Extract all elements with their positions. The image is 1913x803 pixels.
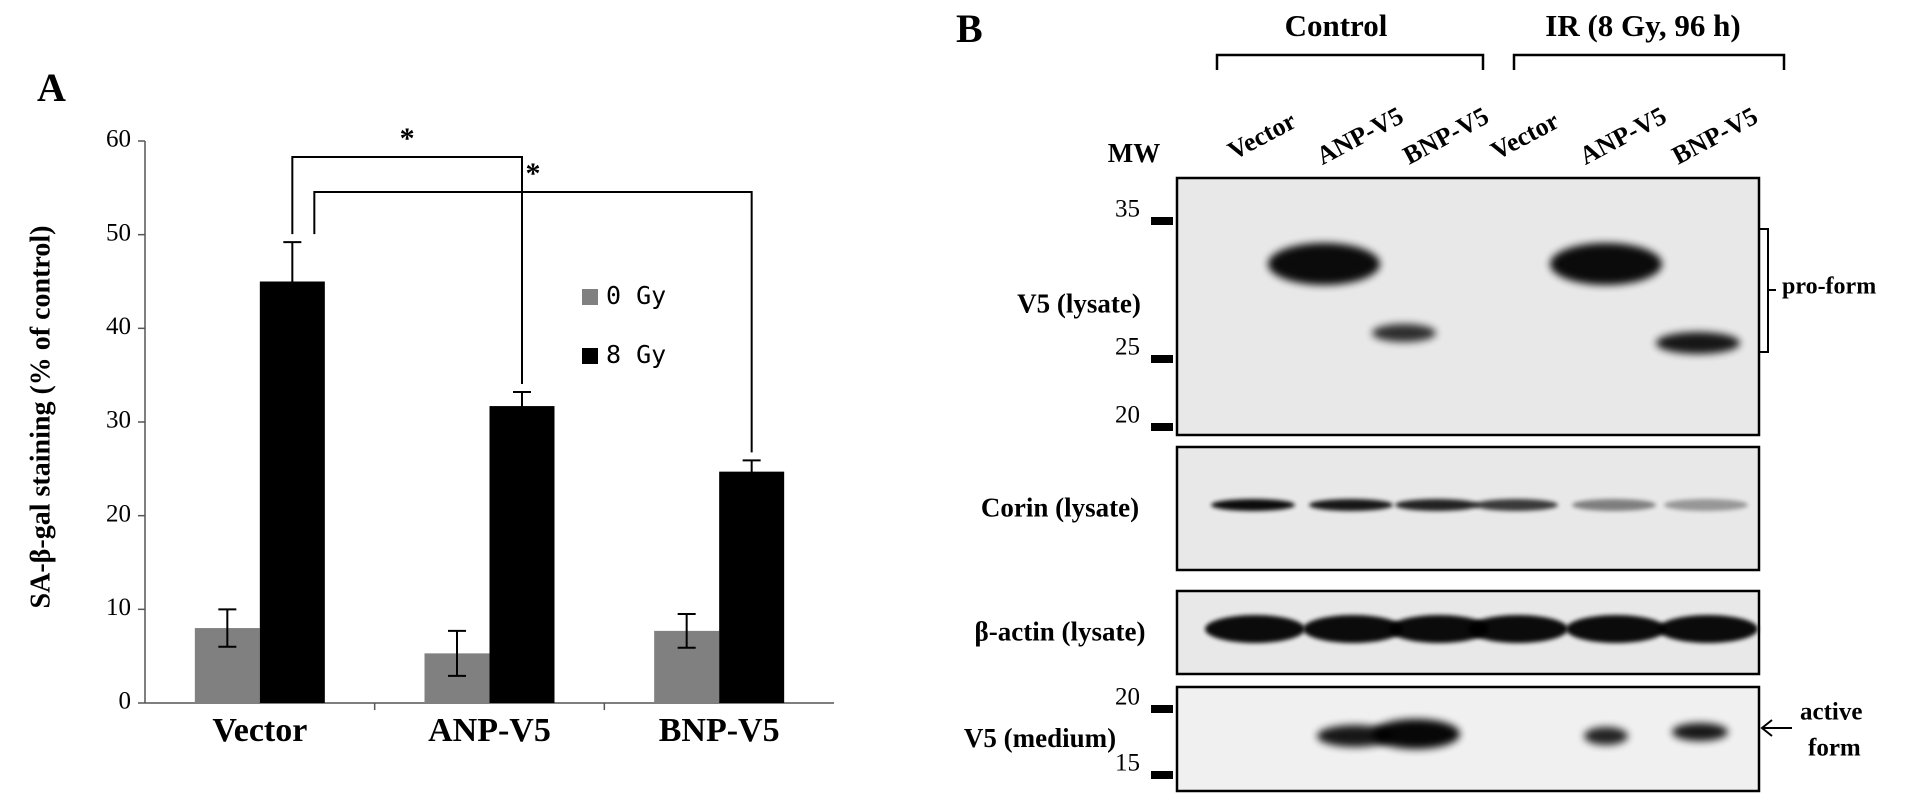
active-form-label: active: [1800, 699, 1862, 726]
band: [1372, 719, 1460, 749]
error-bar: [677, 613, 696, 649]
y-tick-label: 30: [106, 407, 131, 434]
band: [1672, 723, 1728, 741]
x-tick-label: Vector: [212, 712, 307, 749]
significance-label: *: [400, 122, 415, 155]
legend-swatch: [582, 348, 598, 364]
significance-bracket: [313, 191, 753, 453]
band: [1211, 499, 1295, 511]
mw-marker-label: 20: [1115, 402, 1140, 429]
error-bar: [283, 241, 302, 322]
lane-label: ANP-V5: [1312, 101, 1409, 171]
y-tick-label: 10: [106, 594, 131, 621]
bar: [259, 281, 325, 703]
mw-marker-tick: [1151, 771, 1173, 779]
y-tick-label: 40: [106, 313, 131, 340]
band: [1664, 499, 1748, 511]
band: [1566, 615, 1666, 643]
x-tick-label: ANP-V5: [428, 712, 551, 749]
active-form-arrow: [1760, 719, 1792, 737]
mw-marker-tick: [1151, 217, 1173, 225]
band: [1205, 615, 1305, 643]
blot-label: Corin (lysate): [981, 493, 1139, 523]
mw-marker-label: 20: [1115, 684, 1140, 711]
mw-marker-tick: [1151, 705, 1173, 713]
error-bar: [513, 391, 531, 422]
panel-label: B: [956, 6, 983, 51]
bar-chart: 0 10 20 30 40 50 60 Vector ANP-V5 BNP-V5 0 Gy 8 Gy *…: [106, 122, 834, 749]
mw-marker-label: 15: [1115, 750, 1140, 777]
band: [1372, 324, 1436, 342]
group-bracket: [1215, 53, 1485, 70]
bar: [719, 471, 785, 703]
legend-swatch: [582, 289, 598, 305]
lane-label: BNP-V5: [1667, 101, 1762, 170]
y-tick-label: 20: [106, 500, 131, 527]
band: [1584, 727, 1628, 745]
mw-marker-label: 25: [1115, 334, 1140, 361]
blot-label: V5 (medium): [964, 723, 1116, 753]
pro-form-label: pro-form: [1782, 274, 1876, 300]
significance-label: *: [526, 157, 541, 190]
y-tick-label: 60: [106, 126, 131, 153]
lane-label: BNP-V5: [1398, 101, 1493, 170]
lane-label: ANP-V5: [1575, 101, 1672, 171]
mw-label: MW: [1108, 138, 1160, 168]
y-tick-label: 50: [106, 219, 131, 246]
significance-bracket: [291, 156, 523, 385]
legend-label: 8 Gy: [606, 340, 666, 369]
lane-label: Vector: [1486, 106, 1564, 166]
group-bracket: [1512, 53, 1786, 70]
group-label: Control: [1285, 8, 1388, 43]
band: [1468, 615, 1568, 643]
blot-label: V5 (lysate): [1017, 289, 1141, 319]
y-axis-label: SA-β-gal staining (% of control): [25, 226, 56, 609]
blot-frame: [1175, 685, 1761, 793]
panel-label: A: [37, 65, 66, 110]
band: [1309, 499, 1393, 511]
western-blot: B Control IR (8 Gy, 96 h) MW Vector ANP-V…: [956, 6, 1876, 793]
mw-marker-tick: [1151, 423, 1173, 431]
band: [1550, 243, 1662, 285]
error-bar: [218, 608, 237, 648]
band: [1303, 615, 1403, 643]
active-form-label: form: [1808, 735, 1861, 762]
band: [1474, 499, 1558, 511]
band: [1658, 615, 1758, 643]
y-tick-label: 0: [119, 688, 132, 715]
blot-label: β-actin (lysate): [975, 617, 1146, 647]
band: [1389, 615, 1489, 643]
blot-frame: [1175, 176, 1761, 437]
x-tick-label: BNP-V5: [659, 712, 780, 749]
pro-form-bracket: [1758, 228, 1776, 353]
band: [1395, 499, 1479, 511]
mw-marker-label: 35: [1115, 196, 1140, 223]
band: [1268, 243, 1380, 285]
mw-marker-tick: [1151, 355, 1173, 363]
band: [1572, 499, 1656, 511]
band: [1656, 332, 1740, 354]
error-bar: [448, 629, 466, 677]
group-label: IR (8 Gy, 96 h): [1545, 8, 1741, 43]
error-bar: [742, 459, 761, 484]
legend-label: 0 Gy: [606, 281, 666, 310]
bar: [489, 406, 555, 703]
lane-label: Vector: [1223, 106, 1301, 166]
